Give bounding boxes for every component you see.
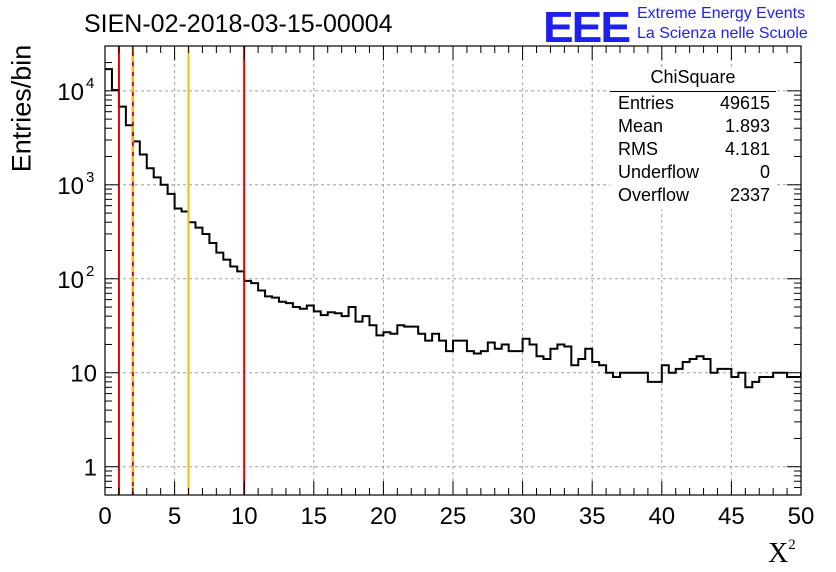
stats-value: 0	[759, 162, 770, 182]
y-tick-label: 10	[57, 267, 84, 294]
stats-key: Overflow	[618, 185, 690, 205]
stats-value: 49615	[719, 93, 770, 113]
stats-key: Entries	[618, 93, 675, 113]
stats-row-rms: RMS 4.181	[618, 139, 770, 162]
stats-key: Mean	[618, 116, 664, 136]
stats-divider	[610, 91, 776, 92]
x-tick-label: 20	[370, 503, 397, 530]
y-tick-label-exponent: 2	[86, 263, 94, 280]
y-tick-label-exponent: 4	[86, 75, 94, 92]
x-axis-label-base: X	[768, 538, 789, 569]
logo-caption-line2: La Scienza nelle Scuole	[637, 25, 808, 42]
x-tick-label: 10	[231, 503, 258, 530]
stats-value: 4.181	[724, 139, 770, 159]
y-tick-label: 10	[57, 173, 84, 200]
x-tick-label: 0	[98, 503, 111, 530]
stats-row-overflow: Overflow 2337	[618, 185, 770, 208]
logo-caption-line1: Extreme Energy Events	[637, 5, 806, 22]
stats-box: ChiSquare Entries 49615 Mean 1.893 RMS 4…	[610, 67, 776, 209]
y-tick-label: 10	[70, 361, 97, 388]
x-axis-label: X2	[768, 537, 796, 570]
stats-title: ChiSquare	[650, 67, 736, 87]
stats-row-mean: Mean 1.893	[618, 116, 770, 139]
x-tick-label: 25	[440, 503, 467, 530]
x-tick-label: 40	[648, 503, 675, 530]
x-tick-label: 30	[509, 503, 536, 530]
stats-value: 1.893	[724, 116, 770, 136]
stats-value: 2337	[729, 185, 770, 205]
x-tick-label: 35	[579, 503, 606, 530]
x-axis-label-exponent: 2	[788, 537, 796, 553]
y-tick-label: 10	[57, 79, 84, 106]
x-tick-label: 45	[718, 503, 745, 530]
eee-logo: EEE	[543, 2, 631, 52]
stats-row-entries: Entries 49615	[618, 93, 770, 116]
x-tick-label: 5	[168, 503, 181, 530]
y-tick-label-exponent: 3	[86, 169, 94, 186]
chart-title: SIEN-02-2018-03-15-00004	[84, 10, 393, 38]
x-tick-label: 15	[300, 503, 327, 530]
y-tick-label: 1	[84, 455, 97, 482]
y-axis-label: Entries/bin	[6, 44, 37, 173]
stats-key: RMS	[618, 139, 658, 159]
histogram-line	[105, 68, 801, 389]
histogram-series	[105, 68, 801, 389]
x-tick-label: 50	[788, 503, 815, 530]
stats-row-underflow: Underflow 0	[618, 162, 770, 185]
logo-caption: Extreme Energy Events La Scienza nelle S…	[637, 4, 808, 44]
stats-key: Underflow	[618, 162, 700, 182]
